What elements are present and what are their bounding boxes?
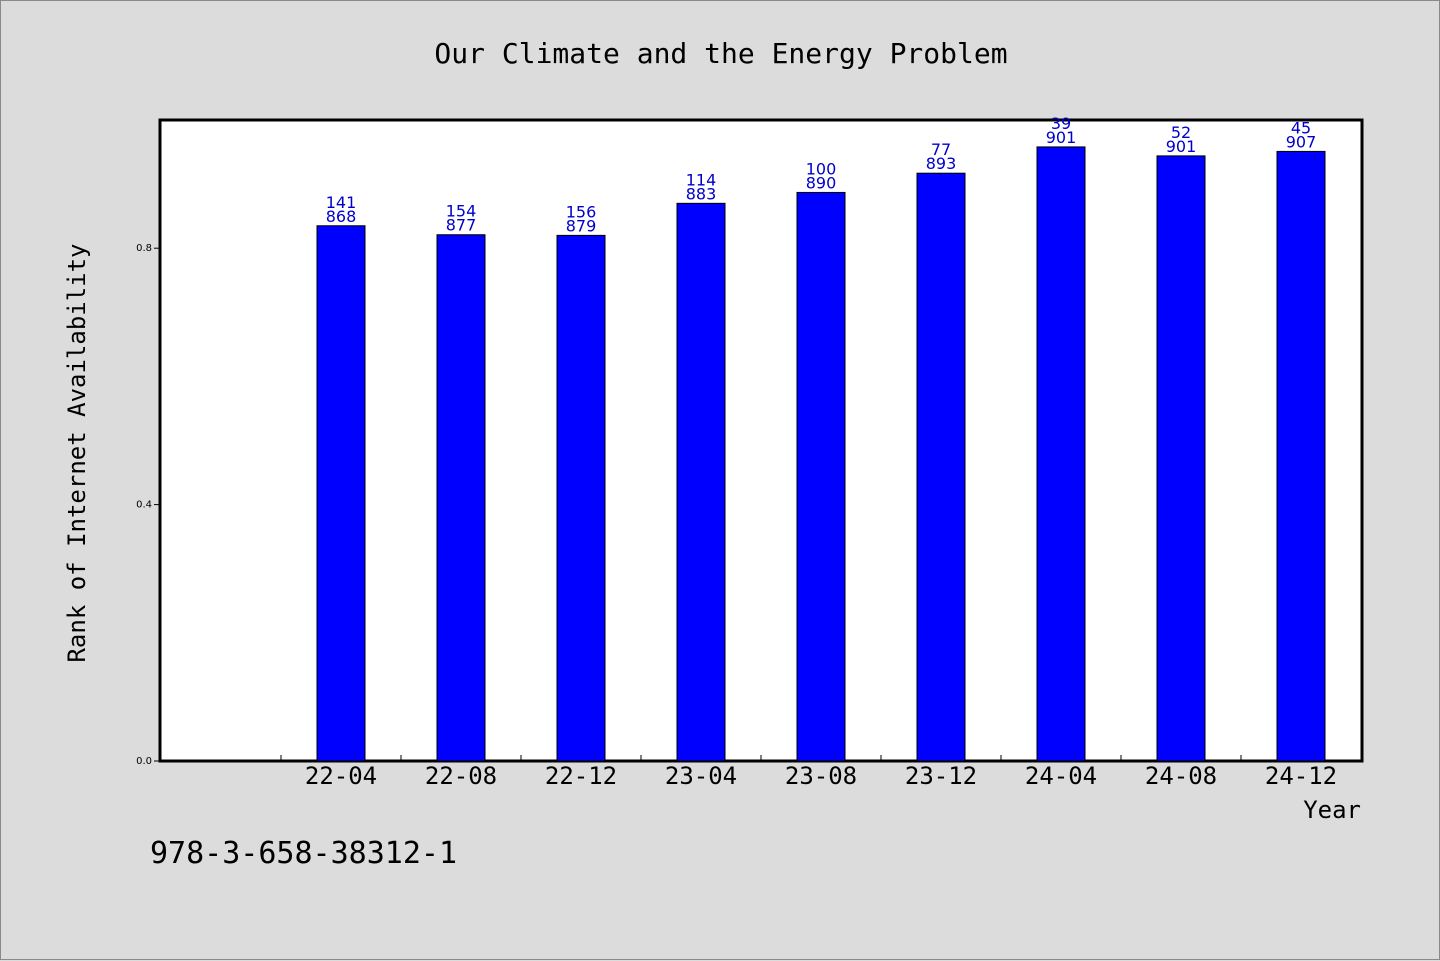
bar-label-bottom: 883 <box>686 184 717 203</box>
x-tick-label: 23-04 <box>665 762 737 790</box>
footer-code: 978-3-658-38312-1 <box>150 836 457 871</box>
bar-label-bottom: 907 <box>1286 132 1317 151</box>
y-axis-title: Rank of Internet Availability <box>63 243 91 662</box>
x-tick-label: 22-04 <box>305 762 377 790</box>
bar-label-bottom: 879 <box>566 216 597 235</box>
y-tick-label: 0.4 <box>136 500 152 511</box>
bar-label-top: 156 <box>566 202 597 221</box>
bar <box>316 225 366 762</box>
bar-label-top: 39 <box>1051 114 1071 133</box>
chart-title: Our Climate and the Energy Problem <box>434 37 1007 70</box>
bar <box>676 202 726 762</box>
bar <box>1036 146 1086 762</box>
bar <box>916 172 966 762</box>
x-tick-label: 22-08 <box>425 762 497 790</box>
bar-label-bottom: 901 <box>1046 128 1077 147</box>
bar <box>1276 150 1326 762</box>
bar <box>556 234 606 762</box>
bar-label-bottom: 893 <box>926 154 957 173</box>
y-tick-label: 0.8 <box>136 243 152 254</box>
x-tick-label: 22-12 <box>545 762 617 790</box>
bar-label-top: 77 <box>931 140 951 159</box>
bar-label-bottom: 890 <box>806 173 837 192</box>
bar-label-top: 52 <box>1171 123 1191 142</box>
bar <box>1156 155 1206 762</box>
bar-label-top: 114 <box>686 170 717 189</box>
x-axis-title: Year <box>1303 796 1361 824</box>
bar-label-bottom: 868 <box>326 207 357 226</box>
x-axis-ticks: 22-04 22-08 22-12 23-04 23-08 23-12 24-04 24-08… <box>280 755 1362 790</box>
bar-label-top: 141 <box>326 193 357 212</box>
bar-label-top: 100 <box>806 159 837 178</box>
x-tick-label: 24-04 <box>1025 762 1097 790</box>
bars-group <box>316 146 1326 762</box>
x-tick-label: 24-08 <box>1145 762 1217 790</box>
y-axis-ticks: 0.0 0.4 0.8 <box>136 243 160 767</box>
x-tick-label: 23-12 <box>905 762 977 790</box>
x-tick-label: 23-08 <box>785 762 857 790</box>
bar <box>796 191 846 762</box>
x-tick-label: 24-12 <box>1265 762 1337 790</box>
bar-label-top: 154 <box>446 202 477 221</box>
y-tick-label: 0.0 <box>136 756 152 767</box>
bar-label-top: 45 <box>1291 118 1311 137</box>
bar-label-bottom: 901 <box>1166 137 1197 156</box>
bar-label-bottom: 877 <box>446 216 477 235</box>
bar <box>436 234 486 762</box>
